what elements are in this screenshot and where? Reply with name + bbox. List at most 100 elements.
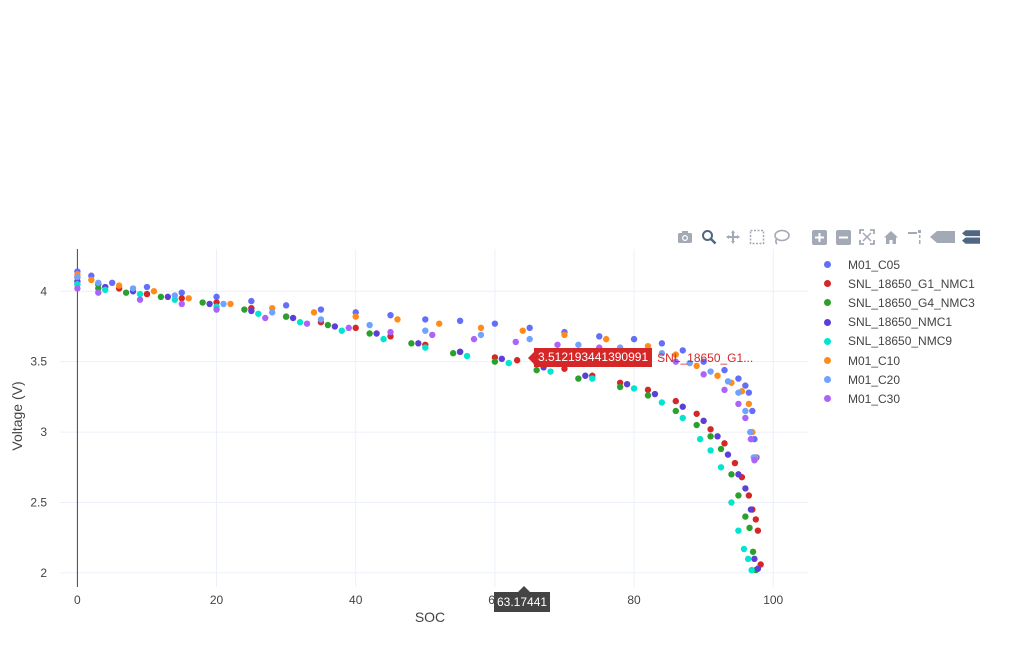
- data-point: [596, 333, 603, 340]
- data-point: [477, 331, 485, 339]
- legend-marker: [824, 376, 831, 384]
- data-point: [463, 352, 471, 360]
- data-point: [714, 372, 721, 379]
- data-point: [728, 471, 735, 478]
- data-point: [721, 366, 728, 374]
- data-point: [644, 342, 652, 350]
- data-point: [310, 309, 318, 316]
- x-tick-label: 0: [74, 593, 81, 607]
- data-point: [745, 492, 753, 499]
- x-tick-label: 40: [349, 593, 363, 607]
- y-tick-label: 2: [40, 566, 47, 580]
- data-point: [644, 386, 652, 394]
- data-point: [735, 389, 742, 396]
- data-point: [714, 433, 721, 440]
- legend-label: M01_C10: [848, 353, 901, 368]
- data-point: [672, 407, 679, 415]
- zoom-in-icon[interactable]: [810, 228, 828, 246]
- legend-item[interactable]: SNL_18650_NMC1: [820, 313, 975, 332]
- box-select-icon[interactable]: [748, 228, 766, 246]
- lasso-icon[interactable]: [772, 228, 790, 246]
- data-point: [707, 368, 714, 375]
- data-point: [422, 344, 429, 351]
- legend-marker: [824, 299, 831, 307]
- hover-series-name: SNL_18650_G1...: [657, 350, 754, 365]
- data-point: [491, 358, 499, 365]
- zoom-out-icon[interactable]: [834, 228, 852, 246]
- data-point: [742, 407, 749, 415]
- data-point: [717, 445, 725, 453]
- autoscale-icon[interactable]: [858, 228, 876, 246]
- legend-item[interactable]: SNL_18650_G4_NMC3: [820, 293, 975, 312]
- data-point: [88, 276, 95, 284]
- data-point: [115, 282, 123, 289]
- hover-closest-icon[interactable]: [930, 228, 956, 246]
- legend-marker: [824, 337, 831, 345]
- spike-lines-icon[interactable]: [906, 228, 924, 246]
- data-point: [589, 375, 596, 382]
- data-point: [470, 335, 478, 343]
- data-point: [303, 320, 311, 327]
- data-point: [742, 513, 749, 520]
- data-point: [526, 335, 533, 343]
- data-point: [616, 383, 624, 391]
- camera-icon[interactable]: [676, 228, 694, 246]
- data-point: [178, 300, 185, 308]
- data-point: [547, 368, 554, 375]
- data-point: [582, 372, 589, 379]
- data-point: [373, 330, 380, 337]
- data-point: [554, 341, 561, 348]
- legend-item[interactable]: M01_C05: [820, 255, 975, 274]
- data-point: [747, 428, 754, 436]
- data-point: [526, 324, 533, 332]
- pan-icon[interactable]: [724, 228, 742, 246]
- data-point: [679, 414, 686, 422]
- legend-label: SNL_18650_NMC1: [848, 315, 953, 330]
- legend-marker: [824, 280, 831, 288]
- data-point: [735, 471, 742, 478]
- data-point: [533, 366, 540, 374]
- data-point: [721, 386, 728, 394]
- data-point: [575, 375, 582, 382]
- data-point: [178, 295, 185, 302]
- data-point: [255, 310, 262, 317]
- data-point: [213, 293, 220, 301]
- data-point: [745, 400, 753, 408]
- data-point: [477, 324, 485, 332]
- data-point: [630, 385, 638, 392]
- legend-item[interactable]: M01_C30: [820, 389, 975, 408]
- data-point: [289, 314, 297, 322]
- data-point: [512, 338, 519, 346]
- data-point: [164, 293, 172, 301]
- data-point: [422, 327, 429, 334]
- hover-compare-icon[interactable]: [962, 228, 980, 246]
- data-point: [449, 350, 457, 357]
- legend-item[interactable]: M01_C20: [820, 370, 975, 389]
- data-point: [456, 317, 464, 325]
- legend-item[interactable]: SNL_18650_NMC9: [820, 332, 975, 351]
- data-point: [345, 324, 352, 332]
- data-point: [751, 555, 758, 563]
- data-point: [742, 382, 749, 389]
- data-point: [672, 397, 679, 405]
- data-point: [352, 324, 359, 332]
- x-tick-label: 20: [210, 593, 224, 607]
- data-point: [754, 527, 762, 534]
- data-point: [561, 331, 568, 339]
- reset-axes-icon[interactable]: [882, 228, 900, 246]
- data-point: [282, 313, 290, 320]
- data-point: [693, 410, 700, 417]
- data-point: [740, 545, 748, 553]
- data-point: [693, 362, 700, 370]
- data-point: [735, 492, 742, 499]
- data-point: [157, 293, 165, 301]
- zoom-icon[interactable]: [700, 228, 718, 246]
- legend-item[interactable]: SNL_18650_G1_NMC1: [820, 274, 975, 293]
- data-point: [679, 347, 686, 354]
- legend: M01_C05 SNL_18650_G1_NMC1 SNL_18650_G4_NMC…: [820, 255, 975, 409]
- data-point: [686, 359, 693, 367]
- legend-item[interactable]: M01_C10: [820, 351, 975, 370]
- data-point: [679, 403, 686, 410]
- data-point: [206, 300, 213, 308]
